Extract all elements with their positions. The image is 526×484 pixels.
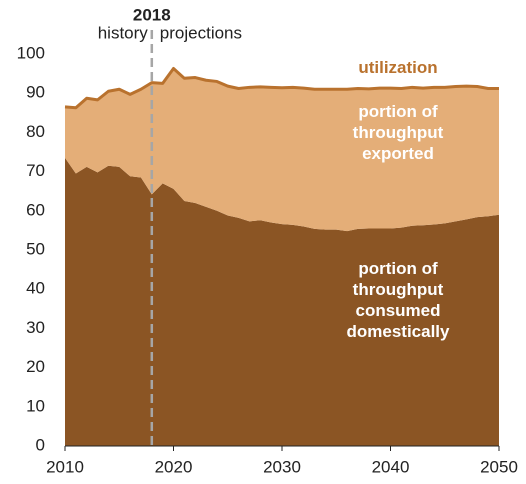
x-tick-label: 2050 bbox=[480, 457, 518, 476]
area bbox=[65, 68, 499, 232]
x-tick-label: 2010 bbox=[46, 457, 84, 476]
series-label: portion of throughput consumed domestica… bbox=[346, 259, 450, 341]
y-tick-label: 0 bbox=[36, 435, 45, 454]
area bbox=[65, 157, 499, 446]
series-label: portion of throughput exported bbox=[352, 102, 444, 163]
x-tick-label: 2040 bbox=[372, 457, 410, 476]
y-tick-label: 100 bbox=[17, 43, 45, 62]
y-tick-label: 60 bbox=[26, 200, 45, 219]
series-label: utilization bbox=[358, 58, 438, 77]
y-tick-label: 40 bbox=[26, 279, 45, 298]
divider-left: history bbox=[98, 23, 149, 42]
y-tick-label: 80 bbox=[26, 122, 45, 141]
y-tick-label: 30 bbox=[26, 318, 45, 337]
x-tick-label: 2030 bbox=[263, 457, 301, 476]
y-tick-label: 90 bbox=[26, 83, 45, 102]
divider-right: projections bbox=[160, 23, 242, 42]
x-tick-label: 2020 bbox=[155, 457, 193, 476]
y-tick-label: 50 bbox=[26, 239, 45, 258]
y-tick-label: 20 bbox=[26, 357, 45, 376]
utilization-line bbox=[64, 67, 499, 110]
y-tick-label: 70 bbox=[26, 161, 45, 180]
y-tick-label: 10 bbox=[26, 396, 45, 415]
divider-label: 2018 bbox=[133, 5, 171, 24]
